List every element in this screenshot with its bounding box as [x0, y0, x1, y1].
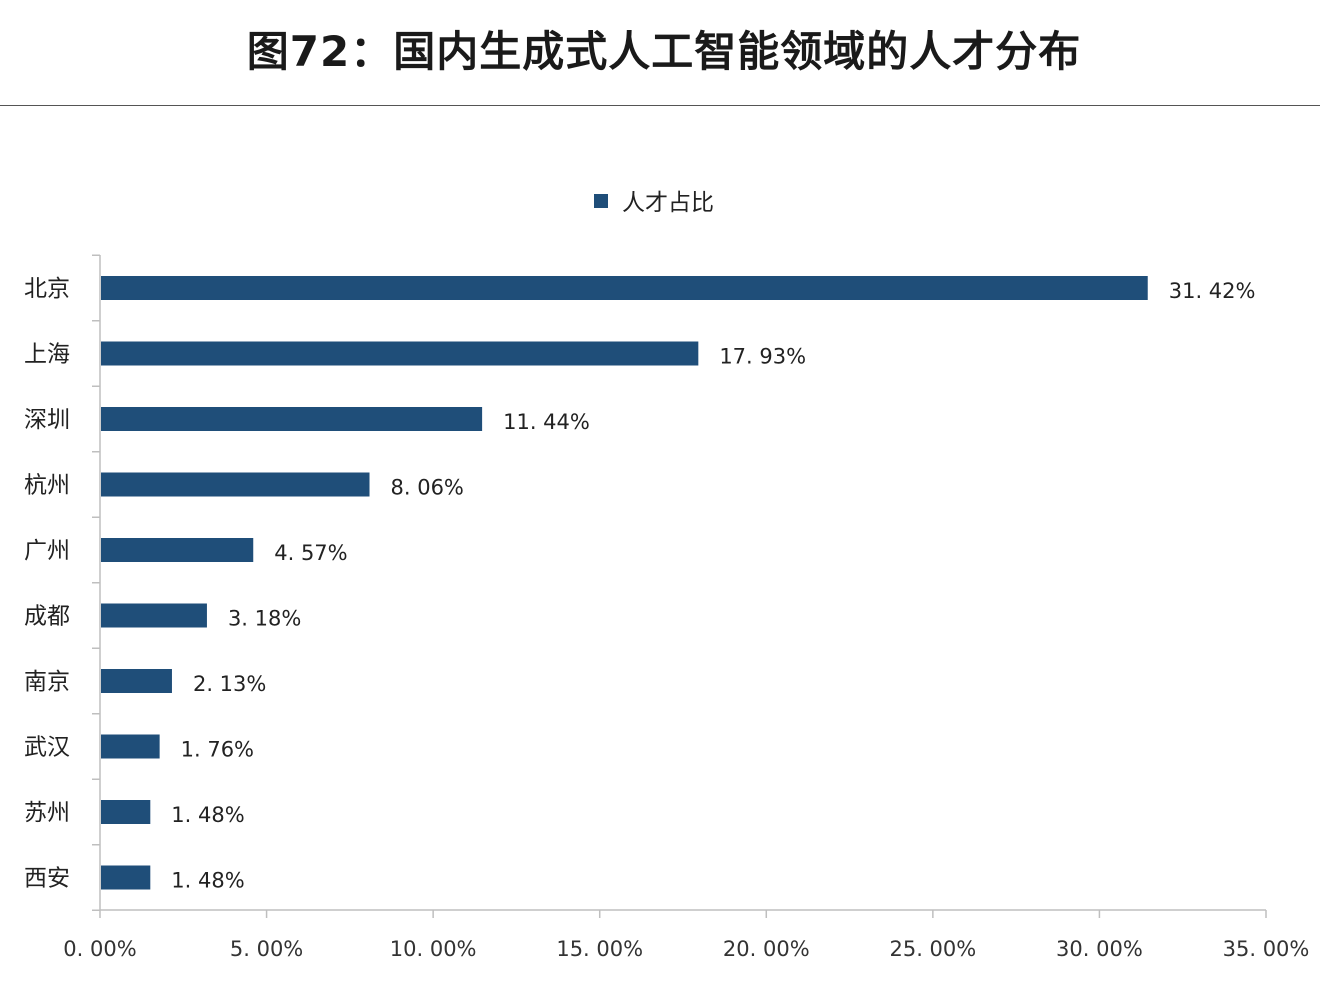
chart-title: 图72：国内生成式人工智能领域的人才分布 [246, 27, 1082, 76]
title-divider [0, 105, 1320, 106]
category-label: 南京 [24, 669, 70, 695]
category-label: 苏州 [24, 800, 70, 826]
bar [101, 669, 172, 693]
x-tick-label: 15. 00% [556, 937, 643, 961]
x-tick-label: 5. 00% [230, 937, 303, 961]
x-tick-label: 10. 00% [390, 937, 477, 961]
category-label: 武汉 [24, 735, 70, 761]
data-label: 2. 13% [193, 672, 266, 696]
bar [101, 472, 370, 497]
data-label: 1. 76% [181, 738, 254, 762]
legend: 人才占比 [594, 190, 714, 216]
data-label: 31. 42% [1169, 279, 1256, 303]
data-label: 4. 57% [274, 541, 347, 565]
data-label: 17. 93% [719, 345, 806, 369]
category-label: 北京 [24, 276, 70, 302]
data-label: 8. 06% [391, 476, 464, 500]
bar [101, 865, 151, 890]
category-label: 成都 [24, 604, 70, 630]
bar [101, 603, 207, 628]
data-label: 1. 48% [171, 803, 244, 827]
bar [101, 538, 254, 562]
legend-label: 人才占比 [622, 190, 714, 216]
labels: 北京 31. 42% 上海 17. 93% 深圳 11. 44% 杭州 8. 06% 广州 4. … [24, 276, 1255, 893]
bar [101, 800, 151, 824]
bar [101, 276, 1148, 300]
data-label: 3. 18% [228, 607, 301, 631]
x-tick-label: 35. 00% [1223, 937, 1310, 961]
category-label: 西安 [24, 866, 70, 892]
x-tick-label: 20. 00% [723, 937, 810, 961]
x-tick-label: 25. 00% [889, 937, 976, 961]
legend-swatch [594, 194, 608, 208]
x-tick-label: 0. 00% [63, 937, 136, 961]
bar [101, 341, 699, 366]
category-label: 深圳 [24, 407, 70, 433]
bars [101, 276, 1148, 890]
category-label: 上海 [24, 342, 70, 368]
axes: 0. 00% 5. 00% 10. 00% 15. 00% 20. 00% 25. 00%… [63, 254, 1310, 961]
category-label: 杭州 [24, 473, 70, 499]
x-tick-label: 30. 00% [1056, 937, 1143, 961]
bar [101, 407, 483, 431]
bar [101, 734, 160, 759]
data-label: 1. 48% [171, 869, 244, 893]
data-label: 11. 44% [503, 410, 590, 434]
category-label: 广州 [24, 538, 70, 564]
